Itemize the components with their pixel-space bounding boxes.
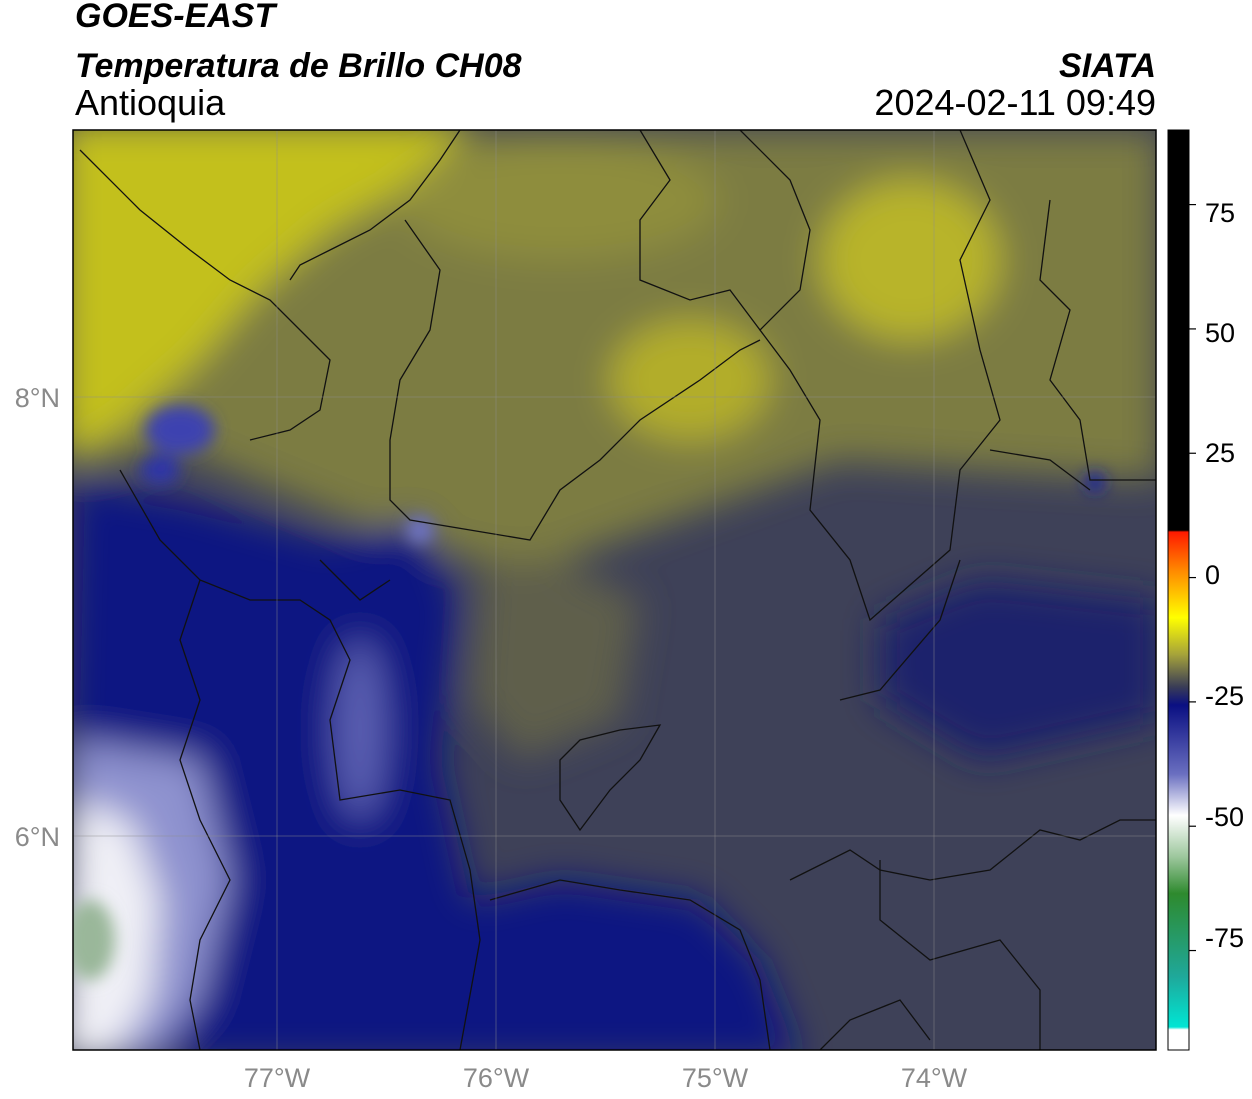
colorbar-tick-25: 25 xyxy=(1205,438,1236,468)
boundaries xyxy=(79,130,1156,1050)
colorbar xyxy=(1167,129,1190,1051)
y-tick-8n: 8°N xyxy=(14,383,60,413)
colorbar-tick-75: 75 xyxy=(1205,198,1236,228)
map-frame xyxy=(72,129,1157,1051)
title-product: Temperatura de Brillo CH08 xyxy=(75,47,522,85)
y-tick-6n: 6°N xyxy=(14,822,60,852)
x-tick-75w: 75°W xyxy=(681,1063,749,1093)
colorbar-tick-minus75: -75 xyxy=(1205,923,1245,953)
colorbar-tick-0: 0 xyxy=(1205,560,1221,590)
x-tick-77w: 77°W xyxy=(243,1063,311,1093)
colorbar-tick-50: 50 xyxy=(1205,318,1236,348)
title-satellite: GOES-EAST xyxy=(75,0,276,35)
colorbar-ticks xyxy=(1189,203,1196,952)
x-tick-76w: 76°W xyxy=(462,1063,530,1093)
temperature-field xyxy=(73,130,1156,1050)
colorbar-tick-minus50: -50 xyxy=(1205,802,1245,832)
graticule xyxy=(73,130,1156,1050)
colorbar-tick-minus25: -25 xyxy=(1205,681,1245,711)
x-tick-74w: 74°W xyxy=(900,1063,968,1093)
timestamp: 2024-02-11 09:49 xyxy=(874,82,1156,123)
agency-label: SIATA xyxy=(1059,47,1156,85)
region-label: Antioquia xyxy=(75,82,226,123)
